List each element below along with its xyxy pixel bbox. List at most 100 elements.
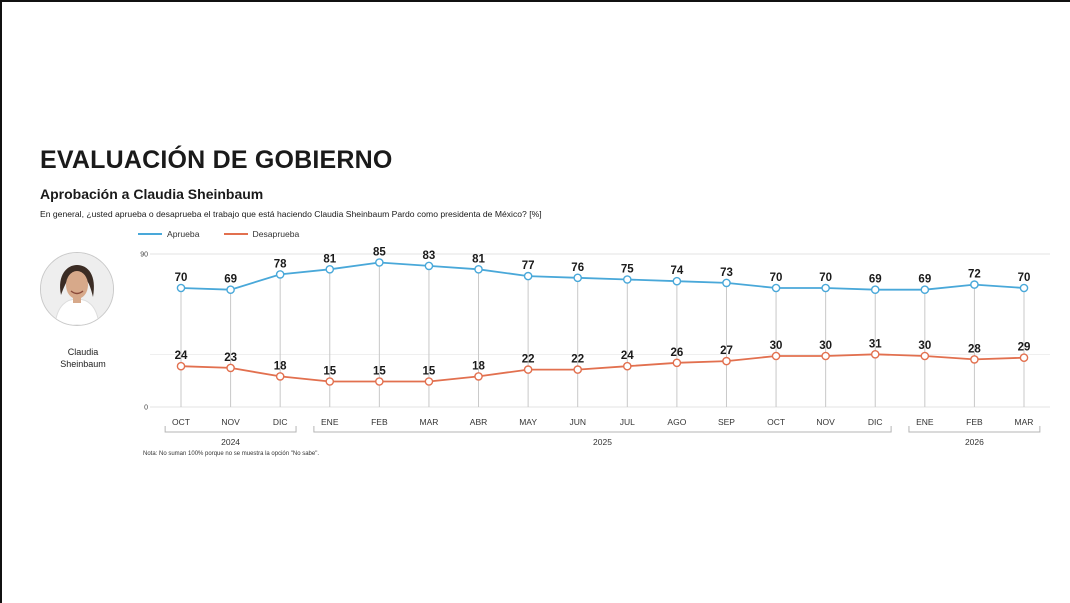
series-line-desaprueba <box>180 353 1025 383</box>
data-label-desaprueba: 24 <box>175 350 188 362</box>
data-point-aprueba <box>1019 283 1029 293</box>
data-label-aprueba: 85 <box>373 247 386 259</box>
data-point-aprueba <box>722 278 731 288</box>
x-tick-label: MAR <box>419 417 438 427</box>
data-point-aprueba <box>474 264 483 274</box>
x-tick-label: FEB <box>966 417 983 427</box>
data-label-aprueba: 73 <box>720 267 733 279</box>
data-label-desaprueba: 29 <box>1018 342 1031 354</box>
data-point-desaprueba <box>622 361 632 371</box>
x-tick-label: ABR <box>470 417 487 427</box>
x-tick-label: FEB <box>371 417 388 427</box>
data-point-aprueba <box>672 276 682 286</box>
data-point-aprueba <box>375 258 384 267</box>
data-label-desaprueba: 30 <box>819 340 832 352</box>
page-title: EVALUACIÓN DE GOBIERNO <box>40 146 393 174</box>
y-tick-label: 90 <box>140 252 148 259</box>
data-label-aprueba: 69 <box>918 274 931 286</box>
data-label-aprueba: 69 <box>224 274 237 286</box>
x-tick-label: DIC <box>273 417 288 427</box>
legend-label-aprueba: Aprueba <box>167 229 200 239</box>
year-label: 2024 <box>221 437 240 447</box>
data-point-desaprueba <box>375 377 384 386</box>
data-point-desaprueba <box>176 361 186 371</box>
data-label-aprueba: 83 <box>423 250 436 262</box>
person-name-first: Claudia <box>67 347 99 357</box>
chart-legend: Aprueba Desaprueba <box>138 229 299 239</box>
data-label-aprueba: 81 <box>323 253 336 265</box>
data-point-desaprueba <box>523 365 533 374</box>
data-point-aprueba <box>622 275 632 284</box>
data-point-aprueba <box>970 280 979 289</box>
legend-label-desaprueba: Desaprueba <box>252 229 300 239</box>
year-label: 2025 <box>593 437 612 447</box>
x-tick-label: DIC <box>868 417 883 427</box>
data-label-aprueba: 74 <box>670 265 683 277</box>
year-bracket <box>164 426 297 433</box>
data-label-aprueba: 81 <box>472 253 485 265</box>
data-label-desaprueba: 23 <box>224 352 237 364</box>
data-point-aprueba <box>821 283 830 293</box>
data-label-desaprueba: 15 <box>423 366 436 378</box>
data-point-desaprueba <box>771 351 781 361</box>
y-tick-label: 0 <box>144 405 148 412</box>
data-label-aprueba: 70 <box>770 272 783 284</box>
data-label-desaprueba: 28 <box>968 343 981 355</box>
data-point-desaprueba <box>474 372 483 381</box>
data-label-aprueba: 70 <box>819 272 832 284</box>
data-label-aprueba: 78 <box>274 258 287 270</box>
data-label-aprueba: 72 <box>968 269 981 281</box>
data-label-desaprueba: 22 <box>571 354 584 366</box>
chart-note: Nota: No suman 100% porque no se muestra… <box>143 451 320 457</box>
data-point-desaprueba <box>870 349 880 359</box>
year-label: 2026 <box>965 437 984 447</box>
data-point-desaprueba <box>424 377 434 386</box>
data-point-desaprueba <box>573 365 583 374</box>
frame-top-border <box>0 0 1070 2</box>
data-label-aprueba: 75 <box>621 264 634 276</box>
year-bracket <box>313 426 892 433</box>
legend-item-aprueba: Aprueba <box>138 229 200 239</box>
data-label-desaprueba: 18 <box>274 360 287 372</box>
frame-left-border <box>0 0 2 603</box>
data-label-aprueba: 70 <box>1018 272 1031 284</box>
legend-swatch-desaprueba <box>223 233 248 235</box>
x-tick-label: NOV <box>221 417 240 427</box>
x-tick-label: SEP <box>718 417 735 427</box>
chart-subtitle: Aprobación a Claudia Sheinbaum <box>40 186 264 202</box>
x-tick-label: JUL <box>620 417 635 427</box>
x-tick-label: MAR <box>1015 417 1034 427</box>
x-tick-label: ENE <box>916 417 934 427</box>
data-point-desaprueba <box>226 363 235 373</box>
data-point-aprueba <box>176 283 186 293</box>
data-label-desaprueba: 24 <box>621 350 634 362</box>
data-point-aprueba <box>573 273 583 283</box>
data-point-desaprueba <box>920 351 930 361</box>
data-point-desaprueba <box>722 356 731 366</box>
data-point-aprueba <box>424 261 434 271</box>
data-point-aprueba <box>920 285 930 295</box>
data-point-desaprueba <box>1019 353 1029 363</box>
data-label-desaprueba: 26 <box>670 347 683 359</box>
x-tick-label: NOV <box>816 417 835 427</box>
survey-question: En general, ¿usted aprueba o desaprueba … <box>40 209 542 219</box>
data-label-aprueba: 76 <box>571 262 584 274</box>
x-tick-label: ENE <box>321 417 339 427</box>
data-label-desaprueba: 30 <box>918 340 931 352</box>
data-point-aprueba <box>870 285 880 295</box>
data-label-aprueba: 69 <box>869 274 882 286</box>
legend-item-desaprueba: Desaprueba <box>223 229 300 239</box>
data-point-aprueba <box>771 283 781 293</box>
data-label-aprueba: 77 <box>522 260 535 272</box>
person-name: Claudia Sheinbaum <box>40 346 126 370</box>
x-tick-label: OCT <box>172 417 190 427</box>
data-point-aprueba <box>523 271 533 281</box>
data-point-desaprueba <box>275 372 285 381</box>
data-label-aprueba: 70 <box>175 272 188 284</box>
data-label-desaprueba: 15 <box>373 366 386 378</box>
data-point-desaprueba <box>821 351 830 361</box>
data-label-desaprueba: 22 <box>522 354 535 366</box>
person-portrait-icon <box>41 253 113 325</box>
data-point-aprueba <box>226 285 235 295</box>
